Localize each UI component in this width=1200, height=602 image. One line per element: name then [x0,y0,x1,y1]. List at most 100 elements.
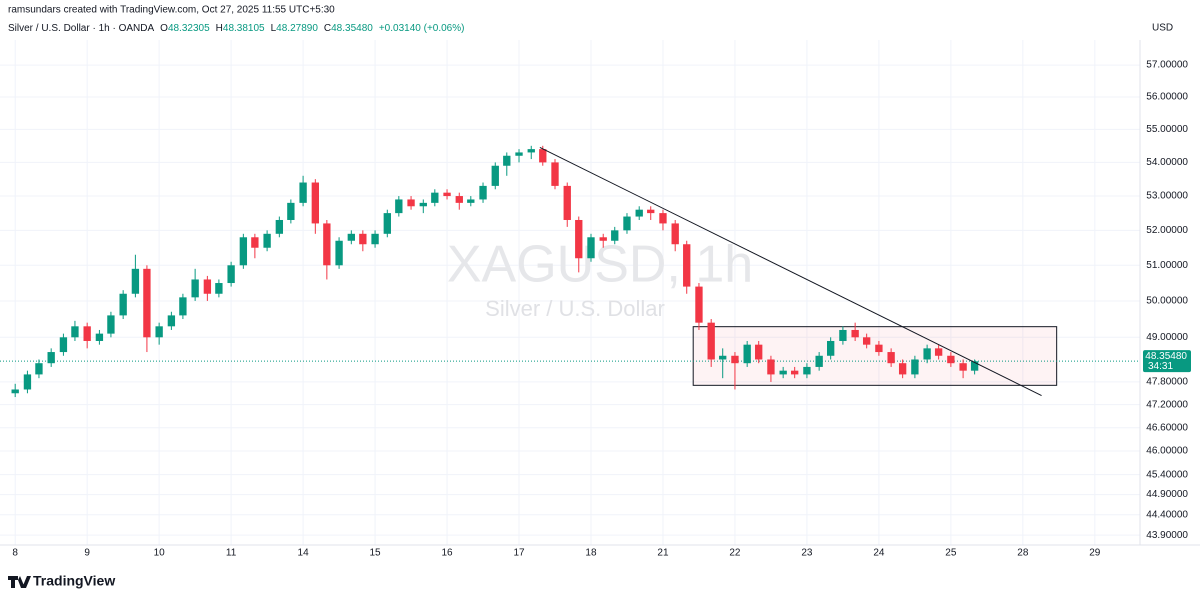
candle-body [791,370,799,375]
legend-text: 48.32305 [168,23,210,34]
y-tick-label: 54.00000 [1146,157,1188,168]
y-tick-label: 52.00000 [1146,225,1188,236]
candle-body [179,297,187,316]
candle-body [287,202,295,220]
candle-body [719,355,727,360]
candle-body [683,244,691,287]
legend-text: +0.03140 (+0.06%) [379,23,465,34]
watermark-symbol: XAGUSD, 1h [447,236,753,294]
candle-body [167,315,176,327]
candle-body [215,283,223,294]
y-tick-label: 44.90000 [1146,489,1188,500]
candle-body [83,326,91,341]
candle-body [515,152,523,156]
candle-body [155,326,163,338]
watermark-description: Silver / U.S. Dollar [485,296,665,321]
candle-body [371,233,379,245]
candle-body [887,352,895,364]
candle-body [575,219,583,259]
candle-body [491,165,499,186]
candle-body [947,355,955,364]
candle-body [659,213,667,224]
candle-body [359,233,367,245]
candle-body [755,344,763,360]
candle-body [923,348,931,360]
y-tick-label: 44.40000 [1146,509,1188,520]
legend-text: L [271,23,277,34]
candle-body [911,359,919,375]
candle-body [551,162,559,186]
x-tick-label: 11 [226,548,237,559]
logo-icon [8,576,31,588]
candle-body [563,185,571,220]
candle-body [419,202,427,207]
candle-body [383,213,391,234]
candle-body [934,348,943,356]
logo: TradingView [8,573,115,589]
candle-body [671,223,679,245]
candle-body [898,363,907,375]
candle-body [323,223,331,266]
x-tick-label: 9 [84,548,90,559]
candle-body [623,216,631,231]
candle-body [59,337,68,353]
candle-body [335,240,343,266]
y-tick-label: 43.90000 [1146,530,1188,541]
candle-body [503,155,511,166]
candle-body [35,363,43,375]
candle-body [862,337,871,345]
legend-text: O [160,23,168,34]
y-tick-label: 50.00000 [1146,296,1188,307]
candle-body [611,230,619,241]
y-tick-label: 51.00000 [1146,260,1188,271]
candle-body [743,344,751,364]
candle-body [467,199,475,203]
candle-body [431,192,439,203]
candle-body [239,237,248,266]
candle-body [970,361,979,371]
candle-body [767,359,775,375]
y-tick-label: 46.60000 [1146,422,1188,433]
candle-body [143,268,151,338]
candle-body [407,199,415,207]
y-tick-label: 57.00000 [1146,60,1188,71]
candle-body [851,329,859,338]
candle-body [803,366,811,375]
candle-body [599,237,607,241]
candle-body [47,352,55,364]
candle-body [107,315,115,334]
last-price-badge [1143,350,1191,373]
candle-body [251,237,259,248]
candle-body [311,182,320,224]
candle-body [11,389,19,394]
currency: USD [1152,23,1173,34]
x-tick-label: 25 [945,548,957,559]
candle-body [263,233,271,248]
trendline [539,147,1042,396]
legend-text: C [324,23,331,34]
countdown: 34:31 [1148,361,1173,372]
candle-body [779,370,787,375]
symbol-legend: Silver / U.S. Dollar · 1h · OANDA O48.323… [8,23,464,34]
y-tick-label: 55.00000 [1146,124,1188,135]
legend-text: 48.38105 [223,23,265,34]
y-tick-label: 47.80000 [1146,377,1188,388]
candle-body [395,199,403,214]
y-tick-label: 49.00000 [1146,332,1188,343]
x-tick-label: 16 [441,548,453,559]
x-tick-label: 28 [1017,548,1029,559]
x-tick-label: 22 [729,548,741,559]
last-price-label: 48.35480 [1145,351,1187,362]
candle-body [299,182,307,203]
candle-body [275,219,284,234]
x-tick-label: 21 [657,548,669,559]
candle-body [443,192,451,197]
candle-body [455,196,463,203]
y-tick-label: 56.00000 [1146,92,1188,103]
y-tick-label: 46.00000 [1146,446,1188,457]
legend-text: 48.35480 [331,23,373,34]
candle-body [635,209,643,217]
x-tick-label: 8 [12,548,18,559]
candle-body [527,149,535,153]
